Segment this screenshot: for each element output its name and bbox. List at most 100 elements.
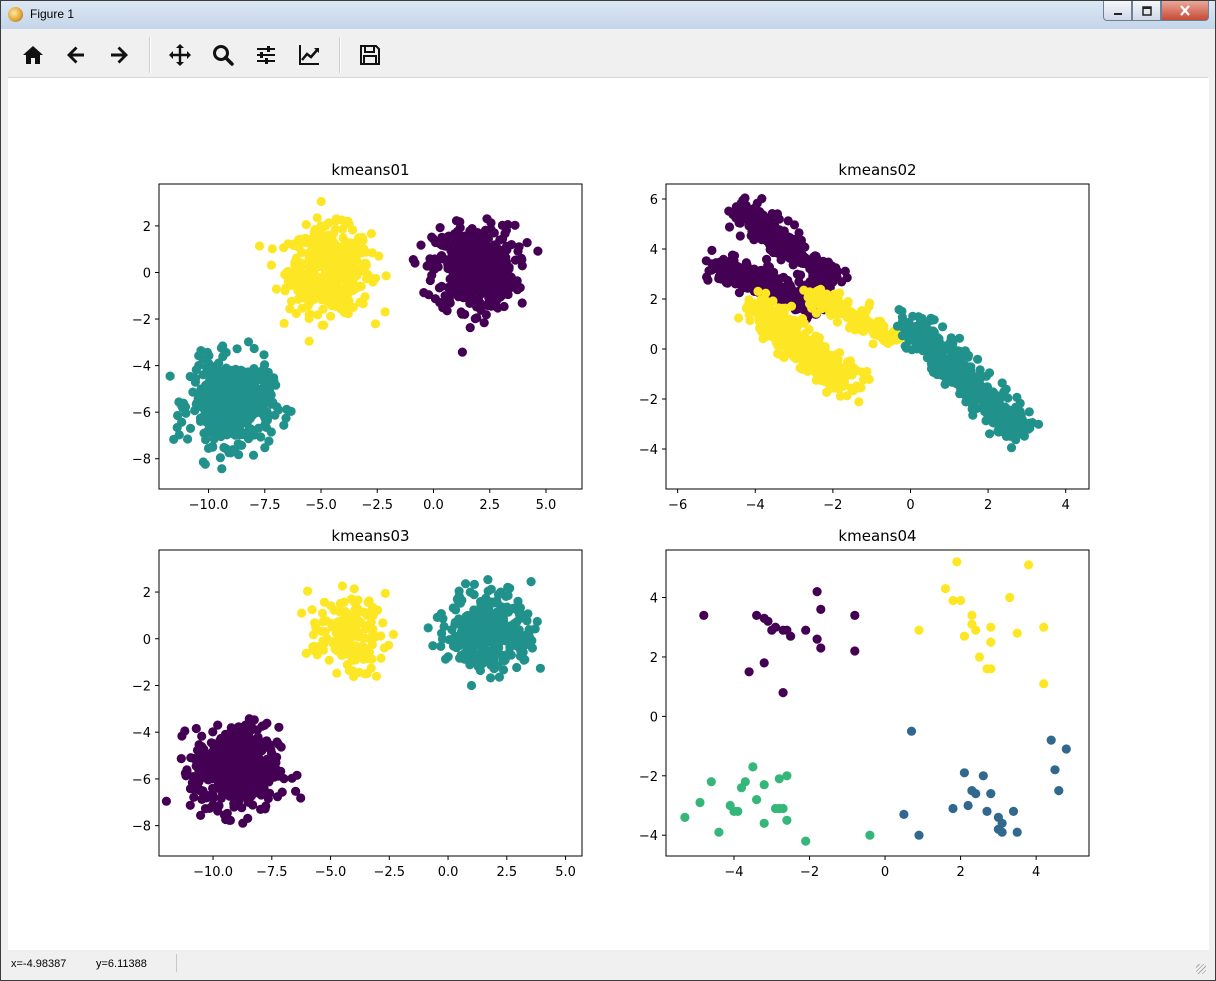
scatter-point <box>430 254 440 264</box>
customize-button[interactable] <box>293 39 325 71</box>
scatter-point <box>967 610 977 621</box>
scatter-point <box>773 227 784 237</box>
scatter-point <box>781 339 791 349</box>
y-tick-label: −2 <box>132 679 151 694</box>
scatter-point <box>467 242 477 252</box>
scatter-point <box>380 588 390 598</box>
scatter-point <box>741 303 751 313</box>
home-button[interactable] <box>17 39 49 71</box>
y-tick-label: 2 <box>143 586 151 601</box>
scatter-point <box>451 643 462 653</box>
scatter-point <box>311 288 321 298</box>
scatter-point <box>492 607 503 617</box>
subplots-button[interactable] <box>250 39 282 71</box>
scatter-point <box>778 803 788 814</box>
scatter-point <box>262 759 272 769</box>
pan-button[interactable] <box>164 39 196 71</box>
scatter-point <box>897 331 908 341</box>
scatter-point <box>486 218 496 228</box>
scatter-point <box>948 803 958 814</box>
y-tick-label: 6 <box>650 193 658 208</box>
subplot-4: kmeans04 −4 −2 0 2 4 4 2 0 −2 −4 <box>639 527 1090 880</box>
figure-canvas[interactable]: kmeans01 −10.0 −7.5 −5.0 −2.5 0.0 2.5 5.0 2 0 −2 −4… <box>8 78 1209 950</box>
scatter-point <box>351 646 361 656</box>
scatter-point <box>274 722 284 732</box>
scatter-point <box>364 610 374 620</box>
y-tick-label: −2 <box>132 313 151 328</box>
scatter-point <box>344 635 354 645</box>
scatter-point <box>268 397 278 407</box>
scatter-point <box>910 323 920 333</box>
scatter-point <box>455 217 465 227</box>
scatter-point <box>320 636 331 646</box>
scatter-point <box>324 655 334 665</box>
close-button[interactable] <box>1161 1 1209 21</box>
scatter-point <box>191 723 201 734</box>
scatter-point <box>1054 786 1064 796</box>
x-tick-label: −6 <box>668 498 687 513</box>
scatter-point <box>198 370 208 380</box>
scatter-point <box>968 410 978 420</box>
scatter-point <box>256 790 266 800</box>
scatter-point <box>512 617 522 627</box>
scatter-point <box>357 248 367 258</box>
scatter-point <box>940 379 950 389</box>
scatter-point <box>185 800 195 810</box>
scatter-point <box>1033 419 1044 429</box>
zoom-icon <box>213 45 234 66</box>
scatter-point <box>461 260 471 270</box>
scatter-point <box>254 241 265 251</box>
scatter-point <box>835 391 846 401</box>
scatter-point <box>346 625 356 636</box>
scatter-point <box>517 255 527 265</box>
scatter-point <box>348 225 358 235</box>
forward-arrow-icon <box>111 46 128 64</box>
x-tick-label: −2.5 <box>374 865 406 880</box>
scatter-point <box>510 220 520 230</box>
scatter-point <box>948 339 958 349</box>
navigation-toolbar <box>8 31 1208 78</box>
subplots-icon <box>257 46 275 64</box>
minimize-button[interactable] <box>1103 1 1132 21</box>
scatter-point <box>330 224 340 234</box>
scatter-point <box>226 723 236 733</box>
scatter-point <box>189 792 199 802</box>
scatter-point <box>367 654 377 664</box>
scatter-point <box>740 777 750 787</box>
scatter-point <box>986 637 996 647</box>
scatter-point <box>279 243 289 253</box>
scatter-point <box>734 313 744 323</box>
chart-title: kmeans03 <box>331 527 409 545</box>
scatter-point <box>279 318 289 328</box>
forward-button[interactable] <box>103 39 135 71</box>
scatter-point <box>260 443 270 453</box>
scatter-point <box>194 360 204 371</box>
save-button[interactable] <box>354 39 386 71</box>
scatter-point <box>312 213 322 223</box>
scatter-point <box>214 358 224 368</box>
back-button[interactable] <box>60 39 92 71</box>
scatter-point <box>795 257 805 267</box>
scatter-point <box>901 343 912 353</box>
scatter-point <box>174 430 184 440</box>
scatter-point <box>193 393 203 404</box>
title-bar[interactable]: Figure 1 <box>1 1 1215 29</box>
scatter-point <box>220 759 230 769</box>
scatter-point <box>435 223 445 233</box>
scatter-point <box>757 302 768 313</box>
scatter-point <box>809 273 819 283</box>
scatter-point <box>821 294 831 304</box>
scatter-point <box>456 650 466 661</box>
scatter-point <box>503 582 513 592</box>
maximize-button[interactable] <box>1132 1 1161 21</box>
scatter-point <box>461 611 471 622</box>
scatter-point <box>200 396 210 406</box>
zoom-button[interactable] <box>207 39 239 71</box>
scatter-point <box>361 260 371 270</box>
scatter-point <box>246 751 256 761</box>
scatter-point <box>237 803 247 813</box>
resize-grip[interactable] <box>1196 964 1206 974</box>
scatter-point <box>754 207 764 217</box>
scatter-point <box>868 326 878 336</box>
scatter-point <box>432 612 442 623</box>
